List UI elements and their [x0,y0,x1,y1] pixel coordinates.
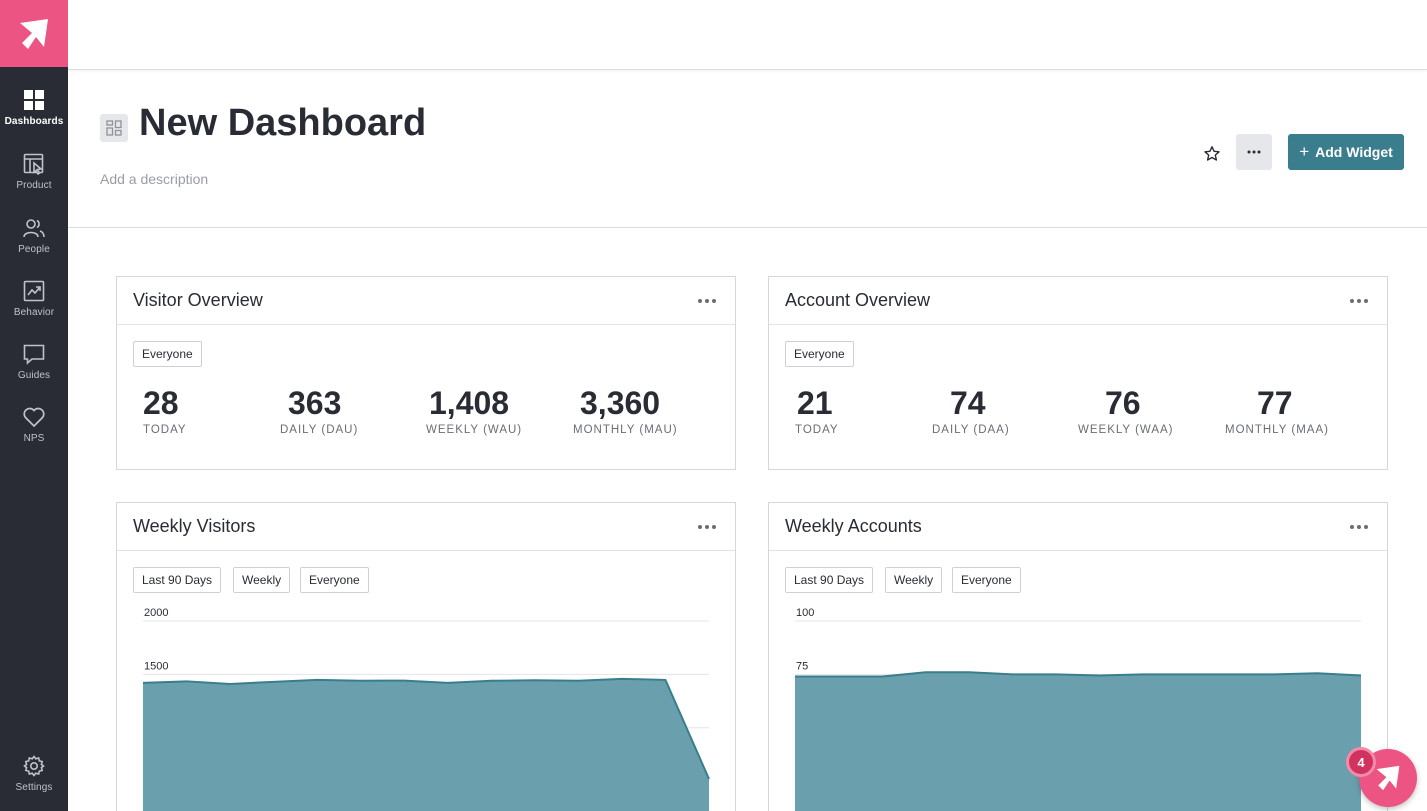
segment-filter[interactable]: Everyone [133,341,202,367]
widget-title: Account Overview [785,290,931,310]
interval-filter[interactable]: Weekly [233,567,291,593]
logo-icon [20,18,48,49]
widget-title: Weekly Accounts [785,516,922,536]
guides-icon [23,344,45,365]
star-icon [1204,146,1220,161]
stat-label: WEEKLY (WAU) [426,424,523,436]
widget-menu-button[interactable] [1349,517,1369,537]
stat-today: 21 TODAY [795,385,935,436]
visitor-overview-widget: Visitor Overview Everyone 28 TODAY 363 D… [116,276,736,470]
widget-header: Account Overview [769,277,1387,325]
series-area [143,678,709,811]
sidebar-item-label: People [18,244,50,255]
sidebar-item-label: Guides [17,370,51,381]
y-tick-label: 75 [796,660,808,672]
stat-label: MONTHLY (MAA) [1225,424,1329,436]
stat-daily: 363 DAILY (DAU) [280,385,420,436]
sidebar-item-nps[interactable]: NPS [0,404,68,460]
segment-filter[interactable]: Everyone [300,567,369,593]
date-range-filter[interactable]: Last 90 Days [133,567,222,593]
interval-filter[interactable]: Weekly [885,567,943,593]
y-tick-label: 100 [796,607,814,619]
stat-monthly: 77 MONTHLY (MAA) [1225,385,1365,436]
segment-filter[interactable]: Everyone [952,567,1021,593]
sidebar-item-label: Behavior [13,307,55,318]
stat-label: WEEKLY (WAA) [1078,424,1174,436]
segment-filter[interactable]: Everyone [785,341,854,367]
stat-value: 74 [950,385,986,421]
dashboard-header: New Dashboard Add a description + Add Wi… [68,70,1427,228]
stat-value: 1,408 [429,385,510,421]
sidebar-item-label: Dashboards [4,116,64,127]
weekly-accounts-widget: Weekly Accounts Last 90 Days Weekly Ever… [768,502,1388,811]
weekly-visitors-widget: Weekly Visitors Last 90 Days Weekly Ever… [116,502,736,811]
sidebar-item-label: NPS [23,433,45,444]
stat-value: 28 [143,385,179,421]
sidebar-item-guides[interactable]: Guides [0,341,68,397]
widget-menu-button[interactable] [1349,291,1369,311]
stat-today: 28 TODAY [143,385,283,436]
description-field[interactable]: Add a description [100,171,209,187]
gear-icon [23,755,45,777]
dashboards-icon [24,90,44,110]
date-range-filter[interactable]: Last 90 Days [785,567,874,593]
weekly-visitors-chart: 500100015002000 [142,607,710,811]
sidebar-item-behavior[interactable]: Behavior [0,278,68,334]
sidebar-item-label: Settings [15,782,53,793]
y-tick-label: 1500 [144,660,168,672]
stat-value: 77 [1257,385,1293,421]
heart-icon [23,407,45,428]
stat-label: MONTHLY (MAU) [573,424,678,436]
people-icon [23,219,45,238]
brand-logo[interactable] [0,0,68,67]
stat-value: 363 [288,385,342,421]
widget-header: Visitor Overview [117,277,735,325]
widget-menu-button[interactable] [697,517,717,537]
ellipsis-icon [1247,150,1261,154]
stat-value: 3,360 [580,385,661,421]
widget-header: Weekly Visitors [117,503,735,551]
y-tick-label: 2000 [144,607,168,619]
sidebar-item-product[interactable]: Product [0,151,68,207]
favorite-button[interactable] [1198,140,1226,168]
series-line [142,677,710,780]
behavior-icon [23,280,45,302]
plus-icon: + [1299,142,1310,161]
sidebar-item-people[interactable]: People [0,215,68,271]
series-line [795,671,1362,678]
resource-center-icon [1376,765,1400,791]
stat-monthly: 3,360 MONTHLY (MAU) [573,385,713,436]
stat-weekly: 76 WEEKLY (WAA) [1078,385,1218,436]
stat-label: TODAY [795,424,839,436]
page-title[interactable]: New Dashboard [139,102,427,144]
add-widget-button[interactable]: + Add Widget [1288,134,1404,170]
stat-daily: 74 DAILY (DAA) [932,385,1072,436]
notification-badge[interactable]: 4 [1346,747,1376,777]
widget-title: Weekly Visitors [133,516,256,536]
stat-label: TODAY [143,424,187,436]
sidebar-item-settings[interactable]: Settings [0,753,68,809]
stat-value: 21 [797,385,833,421]
more-options-button[interactable] [1236,134,1272,170]
dashboard-type-icon [100,114,128,142]
product-icon [23,153,44,175]
weekly-accounts-chart: 255075100 [794,607,1362,811]
sidebar-item-dashboards[interactable]: Dashboards [0,87,68,143]
widget-menu-button[interactable] [697,291,717,311]
stat-label: DAILY (DAA) [932,424,1010,436]
sidebar-item-label: Product [16,180,52,191]
sidebar: Dashboards Product People Behavior Guide… [0,0,68,811]
series-area [795,672,1361,811]
widget-title: Visitor Overview [133,290,263,310]
widget-header: Weekly Accounts [769,503,1387,551]
top-bar [68,0,1427,70]
stat-weekly: 1,408 WEEKLY (WAU) [426,385,566,436]
account-overview-widget: Account Overview Everyone 21 TODAY 74 DA… [768,276,1388,470]
add-widget-label: Add Widget [1315,144,1393,160]
stat-label: DAILY (DAU) [280,424,359,436]
stat-value: 76 [1105,385,1141,421]
